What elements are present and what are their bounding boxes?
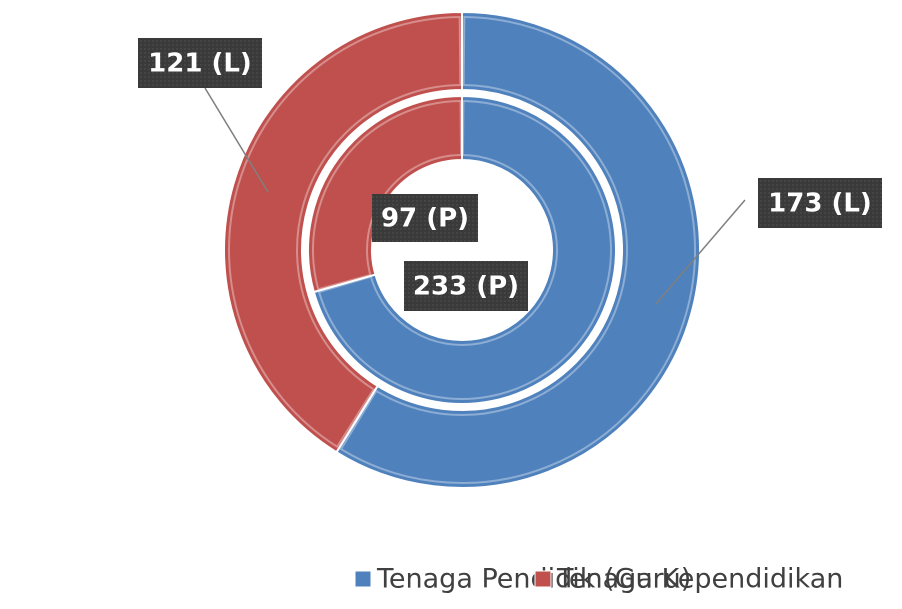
doughnut-slice	[335, 10, 701, 489]
data-label-box	[138, 38, 262, 88]
leader-line	[654, 199, 746, 306]
slice-bevel	[339, 15, 696, 484]
legend-label: Tenaga Pendidik (Guru)	[376, 564, 691, 595]
data-label-box	[372, 194, 478, 242]
data-label-box	[758, 178, 882, 228]
legend-swatch	[534, 570, 552, 588]
data-label-box	[404, 261, 528, 311]
doughnut-slice	[223, 10, 463, 454]
doughnut-slice	[312, 94, 617, 405]
leader-line	[204, 87, 269, 193]
data-label: 121 (L)	[148, 49, 252, 79]
legend-label: Tenaga Kependidikan	[556, 564, 843, 595]
slice-bevel	[228, 16, 462, 449]
slice-bevel	[317, 99, 612, 400]
legend-swatch	[354, 570, 372, 588]
data-label: 173 (L)	[768, 189, 872, 219]
data-label: 233 (P)	[413, 272, 519, 302]
data-label: 97 (P)	[381, 204, 469, 234]
